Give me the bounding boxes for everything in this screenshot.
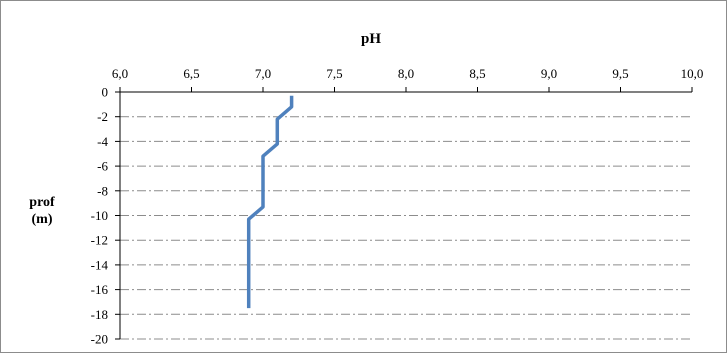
y-axis-label-line2: (m)	[31, 212, 53, 227]
y-tick-label-5: -10	[91, 208, 108, 223]
y-tick-label-7: -14	[91, 257, 109, 272]
x-tick-labels: 6,0 6,5 7,0 7,5 8,0 8,5 9,0 9,5 10,0	[112, 66, 704, 81]
y-tick-labels: 0 -2 -4 -6 -8 -10 -12 -14 -16 -18 -20	[91, 85, 109, 347]
series-line-0	[246, 95, 294, 309]
y-tick-label-0: 0	[102, 85, 109, 100]
y-tick-label-3: -6	[97, 159, 108, 174]
y-tick-label-10: -20	[91, 332, 108, 347]
y-tick-label-6: -12	[91, 233, 108, 248]
x-tick-label-0: 6,0	[112, 66, 128, 81]
x-tick-label-2: 7,0	[255, 66, 271, 81]
y-tick-label-9: -18	[91, 307, 108, 322]
data-series	[246, 95, 294, 309]
x-tick-label-5: 8,5	[469, 66, 485, 81]
y-tick-label-1: -2	[97, 109, 108, 124]
gridlines	[120, 116, 692, 340]
x-tick-label-1: 6,5	[183, 66, 199, 81]
chart-title: pH	[361, 31, 381, 47]
x-tick-label-3: 7,5	[326, 66, 342, 81]
axes	[115, 87, 693, 340]
x-tick-label-8: 10,0	[681, 66, 704, 81]
x-tick-label-6: 9,0	[541, 66, 557, 81]
y-tick-label-8: -16	[91, 282, 109, 297]
y-tick-label-2: -4	[97, 134, 108, 149]
y-axis-label: prof (m)	[18, 194, 66, 228]
y-axis-label-line1: prof	[29, 195, 55, 210]
x-tick-label-7: 9,5	[612, 66, 628, 81]
x-tick-label-4: 8,0	[398, 66, 414, 81]
y-tick-label-4: -8	[97, 183, 108, 198]
